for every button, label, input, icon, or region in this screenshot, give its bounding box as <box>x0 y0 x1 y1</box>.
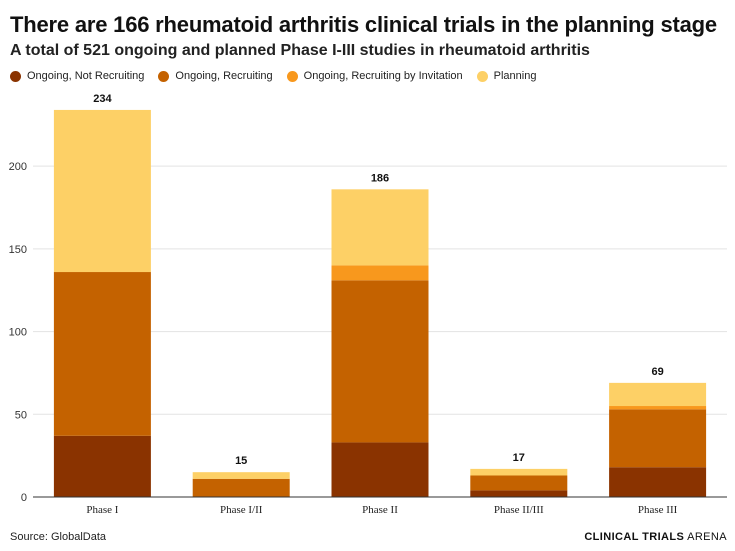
y-tick-label: 200 <box>9 161 27 173</box>
total-label: 17 <box>513 452 525 464</box>
bar-segment <box>192 472 290 479</box>
y-tick-label: 100 <box>9 327 27 339</box>
source-note: Source: GlobalData <box>10 531 106 543</box>
total-label: 234 <box>93 93 112 105</box>
legend-item: Ongoing, Recruiting <box>158 70 273 82</box>
bar-segment <box>331 280 429 443</box>
bar-segment <box>609 409 707 468</box>
legend-item: Planning <box>476 70 537 82</box>
bar-segment <box>53 109 151 273</box>
total-label: 15 <box>235 455 247 467</box>
legend-label: Planning <box>493 70 537 82</box>
x-tick-label: Phase I <box>86 504 118 516</box>
chart-subtitle: A total of 521 ongoing and planned Phase… <box>10 42 590 59</box>
brand-bold: CLINICAL TRIALS <box>584 531 685 543</box>
legend-swatch <box>158 70 170 82</box>
y-tick-label: 50 <box>15 409 27 421</box>
bar-segment <box>331 265 429 281</box>
bar-segment <box>470 468 568 476</box>
bar-segment <box>609 382 707 407</box>
total-label: 186 <box>371 172 389 184</box>
bar-segment <box>53 272 151 436</box>
legend-label: Ongoing, Not Recruiting <box>27 70 145 82</box>
chart-title: There are 166 rheumatoid arthritis clini… <box>10 12 717 37</box>
x-tick-label: Phase II/III <box>494 504 544 516</box>
x-tick-label: Phase II <box>362 504 398 516</box>
bar-segment <box>609 406 707 410</box>
brand-logo: CLINICAL TRIALS ARENA <box>584 531 727 543</box>
total-label: 69 <box>651 366 663 378</box>
bar-segment <box>331 442 429 497</box>
chart-legend: Ongoing, Not Recruiting Ongoing, Recruiti… <box>10 70 550 82</box>
legend-item: Ongoing, Not Recruiting <box>10 70 144 82</box>
y-tick-label: 150 <box>9 244 27 256</box>
legend-item: Ongoing, Recruiting by Invitation <box>286 70 463 82</box>
brand-thin: ARENA <box>687 531 727 543</box>
y-tick-label: 0 <box>21 492 27 504</box>
bar-segment <box>470 475 568 491</box>
legend-swatch <box>476 70 488 82</box>
legend-swatch <box>286 70 298 82</box>
x-tick-label: Phase I/II <box>220 504 263 516</box>
bar-segment <box>470 490 568 497</box>
bar-segment <box>609 467 707 497</box>
legend-label: Ongoing, Recruiting by Invitation <box>303 70 463 82</box>
bar-segment <box>192 478 290 497</box>
bar-segment <box>331 189 429 266</box>
bar-segment <box>53 435 151 497</box>
x-tick-label: Phase III <box>638 504 678 516</box>
legend-swatch <box>10 70 21 82</box>
legend-label: Ongoing, Recruiting <box>175 70 273 82</box>
